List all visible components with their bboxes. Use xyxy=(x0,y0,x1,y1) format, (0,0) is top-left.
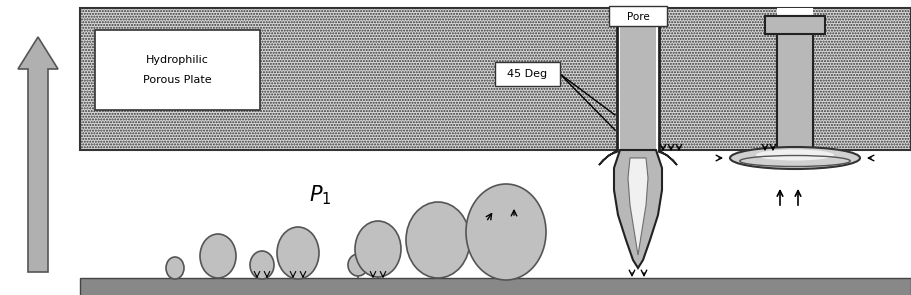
Ellipse shape xyxy=(756,150,834,160)
Text: 45 Deg: 45 Deg xyxy=(507,69,548,79)
Ellipse shape xyxy=(730,147,860,169)
Ellipse shape xyxy=(200,234,236,278)
Bar xyxy=(617,6,659,152)
Polygon shape xyxy=(659,150,677,165)
Bar xyxy=(620,13,656,150)
Bar xyxy=(777,8,813,150)
Ellipse shape xyxy=(355,221,401,277)
FancyArrow shape xyxy=(18,37,58,272)
Bar xyxy=(609,6,667,26)
Bar xyxy=(80,8,911,150)
Polygon shape xyxy=(599,150,617,165)
Ellipse shape xyxy=(166,257,184,279)
Text: Hydrophilic: Hydrophilic xyxy=(146,55,209,65)
Bar xyxy=(95,30,260,110)
Text: Pore: Pore xyxy=(627,12,650,22)
Text: $P_1$: $P_1$ xyxy=(309,183,332,207)
Ellipse shape xyxy=(466,184,546,280)
Bar xyxy=(80,8,911,150)
Bar xyxy=(766,16,824,34)
Text: Porous Plate: Porous Plate xyxy=(143,75,212,85)
Polygon shape xyxy=(628,158,648,255)
Bar xyxy=(495,62,560,86)
Bar xyxy=(80,278,911,295)
Ellipse shape xyxy=(406,202,470,278)
Ellipse shape xyxy=(250,251,274,279)
Ellipse shape xyxy=(277,227,319,279)
Bar xyxy=(765,16,825,34)
Ellipse shape xyxy=(348,254,368,276)
Bar xyxy=(777,16,813,150)
Polygon shape xyxy=(614,150,662,268)
